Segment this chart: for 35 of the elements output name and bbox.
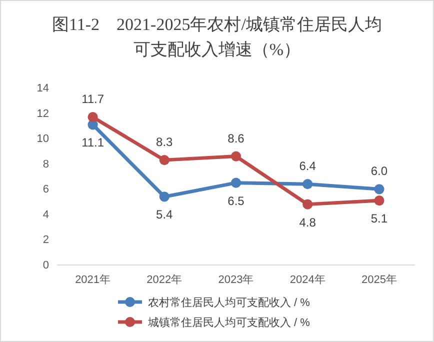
point bbox=[159, 192, 170, 202]
y-tick-label: 2 bbox=[42, 234, 49, 246]
y-tick-label: 4 bbox=[42, 208, 49, 221]
data-label: 6.5 bbox=[228, 194, 245, 208]
x-tick-label: 2025年 bbox=[361, 274, 397, 286]
point bbox=[230, 151, 242, 162]
point bbox=[88, 112, 98, 122]
data-label: 5.1 bbox=[370, 212, 388, 226]
data-label: 11.1 bbox=[82, 136, 104, 150]
x-tick-label: 2023年 bbox=[218, 274, 254, 286]
y-tick-label: 10 bbox=[36, 133, 49, 146]
legend-label: 农村常住居民人均可支配收入 / % bbox=[148, 296, 310, 309]
data-label: 5.4 bbox=[156, 208, 174, 222]
chart-title: 图11-2 2021-2025年农村/城镇常住居民人均可支配收入增速（%） bbox=[52, 15, 382, 59]
point bbox=[159, 155, 170, 166]
y-tick-label: 0 bbox=[42, 260, 49, 272]
point bbox=[374, 184, 384, 194]
y-tick-label: 6 bbox=[42, 184, 49, 196]
data-label: 6.0 bbox=[370, 164, 388, 178]
data-label: 8.3 bbox=[156, 135, 174, 150]
point bbox=[374, 195, 384, 206]
data-label: 4.8 bbox=[299, 215, 316, 230]
point bbox=[302, 179, 313, 190]
legend-label: 城镇常住居民人均可支配收入 / % bbox=[147, 316, 310, 329]
point bbox=[230, 178, 242, 188]
point bbox=[302, 199, 313, 210]
data-label: 6.4 bbox=[299, 159, 316, 174]
x-tick-label: 2022年 bbox=[146, 274, 182, 286]
x-tick-label: 2021年 bbox=[75, 274, 111, 286]
y-tick-label: 8 bbox=[42, 158, 49, 170]
data-label: 8.6 bbox=[228, 131, 245, 146]
data-label: 11.7 bbox=[82, 92, 104, 106]
y-tick-label: 14 bbox=[36, 82, 49, 95]
x-tick-label: 2024年 bbox=[290, 274, 326, 286]
y-tick-label: 12 bbox=[36, 108, 49, 120]
